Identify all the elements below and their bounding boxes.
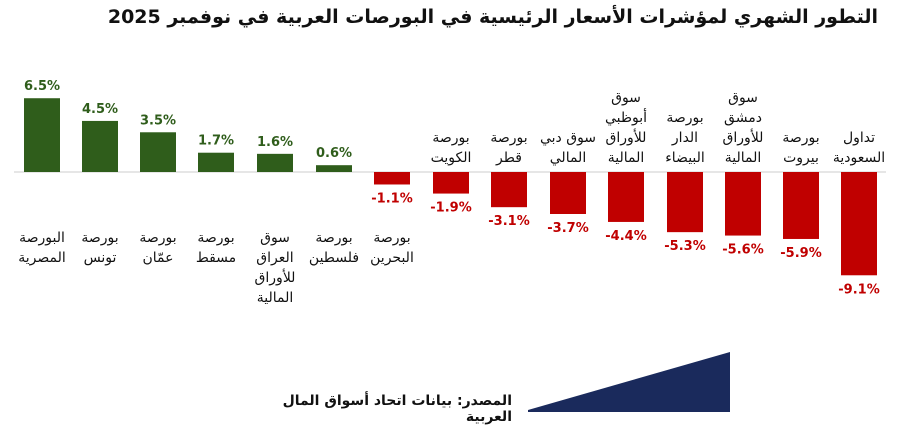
bar [783,172,819,239]
data-label: -3.1% [488,214,529,229]
data-label: -4.4% [605,229,646,244]
category-label: أبوظبي [605,108,647,126]
data-label: -3.7% [547,221,588,236]
category-label: الدار [671,130,698,146]
data-label: 4.5% [82,102,118,117]
source-note: المصدر: بيانات اتحاد أسواق المال العربية [282,393,512,425]
logo-subtext: BY LSEG [825,395,872,406]
category-label: الكويت [431,150,472,166]
bar [82,120,118,172]
category-label: بورصة [81,230,118,246]
logo-text: زاوية [790,355,866,390]
category-label: المالية [608,150,645,166]
category-label: سوق دبي [540,130,596,146]
data-label: -1.9% [430,201,471,216]
category-label: بورصة [782,130,819,146]
category-label: بورصة [432,130,469,146]
category-label: بورصة [315,230,352,246]
bars-layer [14,98,886,276]
category-label: السعودية [833,150,885,166]
category-label: فلسطين [309,250,359,266]
category-label: بورصة [197,230,234,246]
category-label: البيضاء [665,150,705,166]
bar [491,172,527,208]
bar [725,172,761,236]
category-label: المصرية [18,250,66,266]
bar [257,153,293,172]
data-label: -9.1% [838,282,879,297]
data-label: 1.7% [198,134,234,149]
data-label: -1.1% [371,191,412,206]
logo [528,352,730,412]
category-label: سوق [728,90,758,106]
category-label: العراق [256,250,293,266]
bar [140,132,176,172]
bar [841,172,877,276]
category-label: للأوراق [606,128,647,146]
data-label: -5.6% [722,243,763,258]
category-label: سوق [260,230,290,246]
data-label: 0.6% [316,146,352,161]
category-label: للأوراق [255,268,296,286]
data-label: 3.5% [140,113,176,128]
bar [433,172,469,194]
category-label: المالية [257,290,294,306]
category-label: دمشق [724,110,762,126]
bar [198,152,234,172]
category-label: بورصة [373,230,410,246]
bar [550,172,586,214]
data-label: 1.6% [257,135,293,150]
category-label: للأوراق [723,128,764,146]
category-label: قطر [495,150,522,166]
data-label: 6.5% [24,79,60,94]
bar [608,172,644,222]
bar [667,172,703,233]
category-label: المالية [725,150,762,166]
category-label: البورصة [19,230,65,246]
category-label: تونس [84,250,117,266]
category-label: المالي [550,150,586,166]
category-label: بورصة [666,110,703,126]
category-label: البحرين [370,250,414,266]
category-label: بورصة [139,230,176,246]
category-label: سوق [611,90,641,106]
bar [374,172,410,185]
category-label: بورصة [490,130,527,146]
category-label: تداول [843,130,875,146]
logo-wedge [528,352,730,412]
chart-title: التطور الشهري لمؤشرات الأسعار الرئيسية ف… [107,6,878,28]
bar [316,165,352,172]
data-label: -5.9% [780,246,821,261]
category-label: بيروت [783,150,819,166]
data-label: -5.3% [664,239,705,254]
category-label: عمّان [143,250,174,266]
labels-layer: 6.5% البورصة المصرية 4.5% بورصة تونس 3.5% بورصة… [18,79,885,306]
category-label: مسقط [196,250,236,266]
bar [24,98,60,172]
